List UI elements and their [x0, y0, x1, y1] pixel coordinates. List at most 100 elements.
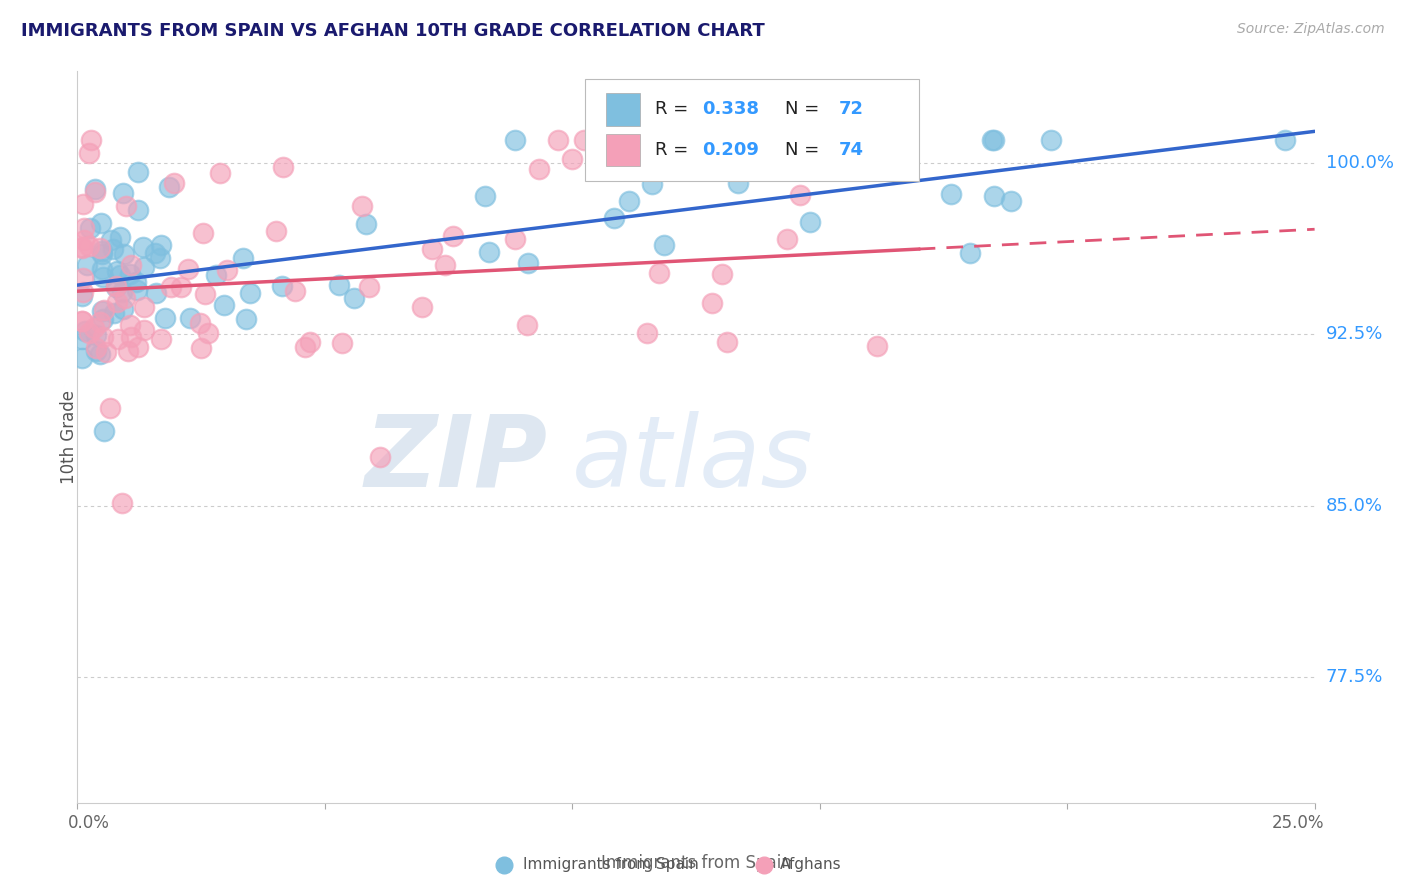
- Text: 77.5%: 77.5%: [1326, 668, 1384, 686]
- Point: [149, 251, 172, 265]
- Point: [411, 300, 433, 314]
- Text: Immigrants from Spain: Immigrants from Spain: [523, 857, 699, 872]
- Point: [72, 314, 94, 328]
- Point: [208, 166, 231, 180]
- Point: [83, 320, 105, 334]
- Point: [93, 303, 115, 318]
- Point: [150, 237, 173, 252]
- Text: Afghans: Afghans: [780, 857, 842, 872]
- Point: [120, 318, 142, 333]
- Point: [72, 351, 94, 365]
- Point: [105, 294, 128, 309]
- Point: [572, 133, 595, 147]
- Point: [127, 340, 149, 354]
- Point: [716, 335, 738, 350]
- Point: [636, 326, 658, 340]
- Point: [72, 197, 94, 211]
- Point: [529, 161, 551, 176]
- Point: [197, 326, 219, 340]
- Point: [980, 133, 1002, 147]
- Text: 0.0%: 0.0%: [67, 814, 110, 832]
- Text: 100.0%: 100.0%: [1326, 153, 1393, 172]
- Point: [91, 312, 114, 326]
- Point: [101, 243, 124, 257]
- Point: [110, 230, 132, 244]
- Point: [212, 298, 235, 312]
- Point: [111, 301, 134, 316]
- Point: [299, 334, 322, 349]
- Point: [478, 245, 501, 260]
- Point: [859, 157, 882, 171]
- Point: [503, 133, 526, 147]
- Text: 25.0%: 25.0%: [1272, 814, 1324, 832]
- Point: [434, 258, 457, 272]
- Point: [617, 194, 640, 208]
- Point: [72, 288, 94, 302]
- Point: [641, 178, 664, 192]
- Point: [205, 268, 228, 282]
- Point: [98, 401, 121, 416]
- Point: [799, 215, 821, 229]
- Point: [474, 188, 496, 202]
- Point: [193, 286, 215, 301]
- Point: [648, 266, 671, 280]
- Point: [561, 152, 583, 166]
- Point: [516, 318, 538, 332]
- Point: [114, 291, 136, 305]
- FancyBboxPatch shape: [606, 134, 640, 167]
- Point: [72, 285, 94, 300]
- Point: [77, 146, 100, 161]
- Point: [120, 267, 142, 281]
- Point: [983, 188, 1005, 202]
- Point: [111, 496, 134, 510]
- Point: [294, 340, 316, 354]
- Point: [149, 332, 172, 346]
- Point: [270, 279, 292, 293]
- Point: [132, 260, 155, 274]
- Point: [90, 304, 112, 318]
- Point: [73, 324, 96, 338]
- Point: [177, 261, 200, 276]
- Point: [77, 239, 100, 253]
- Point: [127, 164, 149, 178]
- Point: [1274, 133, 1296, 147]
- Point: [89, 241, 111, 255]
- Point: [711, 267, 734, 281]
- Point: [1000, 194, 1022, 208]
- Point: [83, 185, 105, 199]
- Point: [330, 335, 353, 350]
- Point: [134, 323, 156, 337]
- Point: [103, 306, 125, 320]
- Point: [91, 247, 114, 261]
- Point: [163, 176, 186, 190]
- Point: [105, 264, 128, 278]
- Text: Source: ZipAtlas.com: Source: ZipAtlas.com: [1237, 22, 1385, 37]
- Point: [1040, 133, 1063, 147]
- Point: [132, 240, 155, 254]
- Point: [73, 233, 96, 247]
- Point: [789, 188, 811, 202]
- Point: [343, 292, 366, 306]
- Point: [271, 161, 294, 175]
- Point: [153, 311, 176, 326]
- Point: [93, 425, 115, 439]
- Point: [110, 268, 132, 283]
- Point: [702, 296, 724, 310]
- Point: [350, 199, 373, 213]
- Point: [80, 133, 103, 147]
- Point: [72, 241, 94, 255]
- Point: [328, 277, 350, 292]
- Y-axis label: 10th Grade: 10th Grade: [60, 390, 77, 484]
- Point: [120, 329, 142, 343]
- Point: [354, 217, 377, 231]
- Point: [143, 246, 166, 260]
- Point: [90, 216, 112, 230]
- Text: IMMIGRANTS FROM SPAIN VS AFGHAN 10TH GRADE CORRELATION CHART: IMMIGRANTS FROM SPAIN VS AFGHAN 10TH GRA…: [21, 22, 765, 40]
- Point: [73, 221, 96, 235]
- Point: [83, 181, 105, 195]
- Text: 72: 72: [838, 101, 863, 119]
- Point: [91, 330, 114, 344]
- Point: [547, 133, 569, 147]
- Text: 85.0%: 85.0%: [1326, 497, 1382, 515]
- Point: [72, 271, 94, 285]
